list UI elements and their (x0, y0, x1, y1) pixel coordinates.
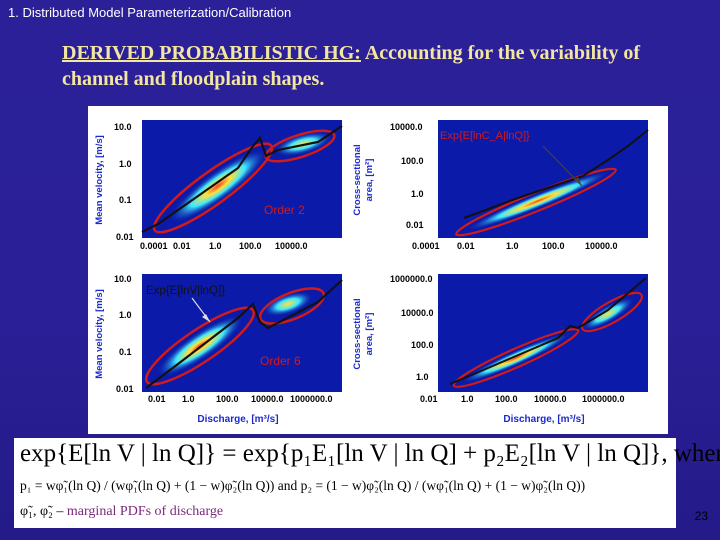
ytick: 1.0 (416, 372, 429, 382)
xtick: 1000000.0 (582, 394, 625, 404)
equation-box: exp{E[ln V | ln Q]} = exp{p₁E₁[ln V | ln… (14, 438, 720, 528)
ytick: 10000.0 (401, 308, 434, 318)
ytick: 1.0 (119, 310, 132, 320)
y-axis-label: Mean velocity, [m/s] (94, 289, 105, 379)
page-number: 23 (694, 509, 708, 523)
equation-note: φ̃₁, φ̃₂ – marginal PDFs of discharge (20, 504, 223, 520)
xtick: 0.01 (148, 394, 166, 404)
xtick: 10000.0 (275, 241, 308, 251)
xtick: 1000000.0 (290, 394, 333, 404)
xtick: 100.0 (495, 394, 518, 404)
xtick: 0.0001 (412, 241, 440, 251)
xtick: 10000.0 (585, 241, 618, 251)
title-underlined: DERIVED PROBABILISTIC HG: (62, 42, 361, 64)
xtick: 100.0 (216, 394, 239, 404)
slide-title: DERIVED PROBABILISTIC HG: Accounting for… (62, 40, 682, 92)
x-axis-label: Discharge, [m³/s] (503, 414, 584, 425)
xtick: 10000.0 (251, 394, 284, 404)
title-rest: Accounting for the variability of channe… (62, 42, 641, 90)
panel-top-right: Exp{E[lnC_A|lnQ]} 10000.0 100.0 1.0 0.01… (352, 120, 649, 251)
ytick: 10.0 (114, 274, 132, 284)
x-axis-label: Discharge, [m³/s] (197, 414, 278, 425)
annotation-exp-lnca: Exp{E[lnC_A|lnQ]} (440, 130, 530, 142)
note-text: marginal PDFs of discharge (63, 504, 224, 519)
ytick: 1000000.0 (390, 274, 433, 284)
ytick: 0.1 (119, 195, 132, 205)
annotation-order-6: Order 6 (260, 354, 301, 368)
xtick: 100.0 (239, 241, 262, 251)
y-axis-label-line2: area, [m²] (364, 159, 375, 202)
xtick: 1.0 (209, 241, 222, 251)
ytick: 10.0 (114, 122, 132, 132)
ytick: 1.0 (119, 159, 132, 169)
xtick: 0.01 (420, 394, 438, 404)
xtick: 1.0 (182, 394, 195, 404)
ytick: 0.01 (406, 220, 424, 230)
ytick: 0.01 (116, 384, 134, 394)
ytick: 100.0 (411, 340, 434, 350)
panel-top-left: Order 2 10.0 1.0 0.1 0.01 0.0001 0.01 1.… (94, 120, 343, 251)
equation-weights: p₁ = wφ̃₁(ln Q) / (wφ̃₁(ln Q) + (1 − w)φ… (20, 478, 586, 493)
annotation-order-2: Order 2 (264, 203, 305, 217)
y-axis-label-line1: Cross-sectional (352, 298, 363, 369)
note-symbols: φ̃₁, φ̃₂ – (20, 504, 64, 519)
equation-main: exp{E[ln V | ln Q]} = exp{p₁E₁[ln V | ln… (20, 440, 720, 467)
annotation-exp-lnv: Exp{E[lnV|lnQ]} (146, 285, 225, 297)
ytick: 10000.0 (390, 122, 423, 132)
figure-panel: Order 2 10.0 1.0 0.1 0.01 0.0001 0.01 1.… (88, 106, 668, 434)
panel-bottom-right: 1000000.0 10000.0 100.0 1.0 0.01 1.0 100… (352, 274, 648, 425)
ytick: 0.1 (119, 347, 132, 357)
xtick: 0.01 (457, 241, 475, 251)
xtick: 1.0 (461, 394, 474, 404)
xtick: 1.0 (506, 241, 519, 251)
y-axis-label-line1: Cross-sectional (352, 144, 363, 215)
ytick: 100.0 (401, 156, 424, 166)
y-axis-label-line2: area, [m²] (364, 313, 375, 356)
panel-bottom-left: Exp{E[lnV|lnQ]} Order 6 10.0 1.0 0.1 0.0… (94, 274, 343, 425)
xtick: 100.0 (542, 241, 565, 251)
xtick: 0.01 (173, 241, 191, 251)
ytick: 0.01 (116, 232, 134, 242)
xtick: 0.0001 (140, 241, 168, 251)
ytick: 1.0 (411, 189, 424, 199)
xtick: 10000.0 (534, 394, 567, 404)
slide-header: 1. Distributed Model Parameterization/Ca… (8, 5, 292, 20)
y-axis-label: Mean velocity, [m/s] (94, 135, 105, 225)
